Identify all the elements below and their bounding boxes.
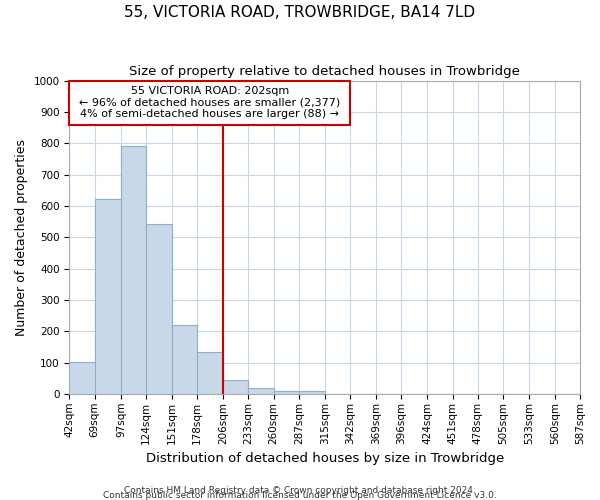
Bar	[223, 380, 248, 394]
Bar	[70, 362, 95, 394]
Bar	[121, 146, 146, 394]
Bar	[274, 391, 299, 394]
Text: 55, VICTORIA ROAD, TROWBRIDGE, BA14 7LD: 55, VICTORIA ROAD, TROWBRIDGE, BA14 7LD	[124, 5, 476, 20]
Bar	[70, 80, 350, 125]
Title: Size of property relative to detached houses in Trowbridge: Size of property relative to detached ho…	[129, 65, 520, 78]
Text: Contains public sector information licensed under the Open Government Licence v3: Contains public sector information licen…	[103, 491, 497, 500]
X-axis label: Distribution of detached houses by size in Trowbridge: Distribution of detached houses by size …	[146, 452, 504, 465]
Bar	[95, 199, 121, 394]
Y-axis label: Number of detached properties: Number of detached properties	[15, 138, 28, 336]
Bar	[248, 388, 274, 394]
Bar	[299, 391, 325, 394]
Bar	[172, 325, 197, 394]
Bar	[197, 352, 223, 394]
Text: 55 VICTORIA ROAD: 202sqm
← 96% of detached houses are smaller (2,377)
4% of semi: 55 VICTORIA ROAD: 202sqm ← 96% of detach…	[79, 86, 341, 120]
Bar	[146, 224, 172, 394]
Text: Contains HM Land Registry data © Crown copyright and database right 2024.: Contains HM Land Registry data © Crown c…	[124, 486, 476, 495]
